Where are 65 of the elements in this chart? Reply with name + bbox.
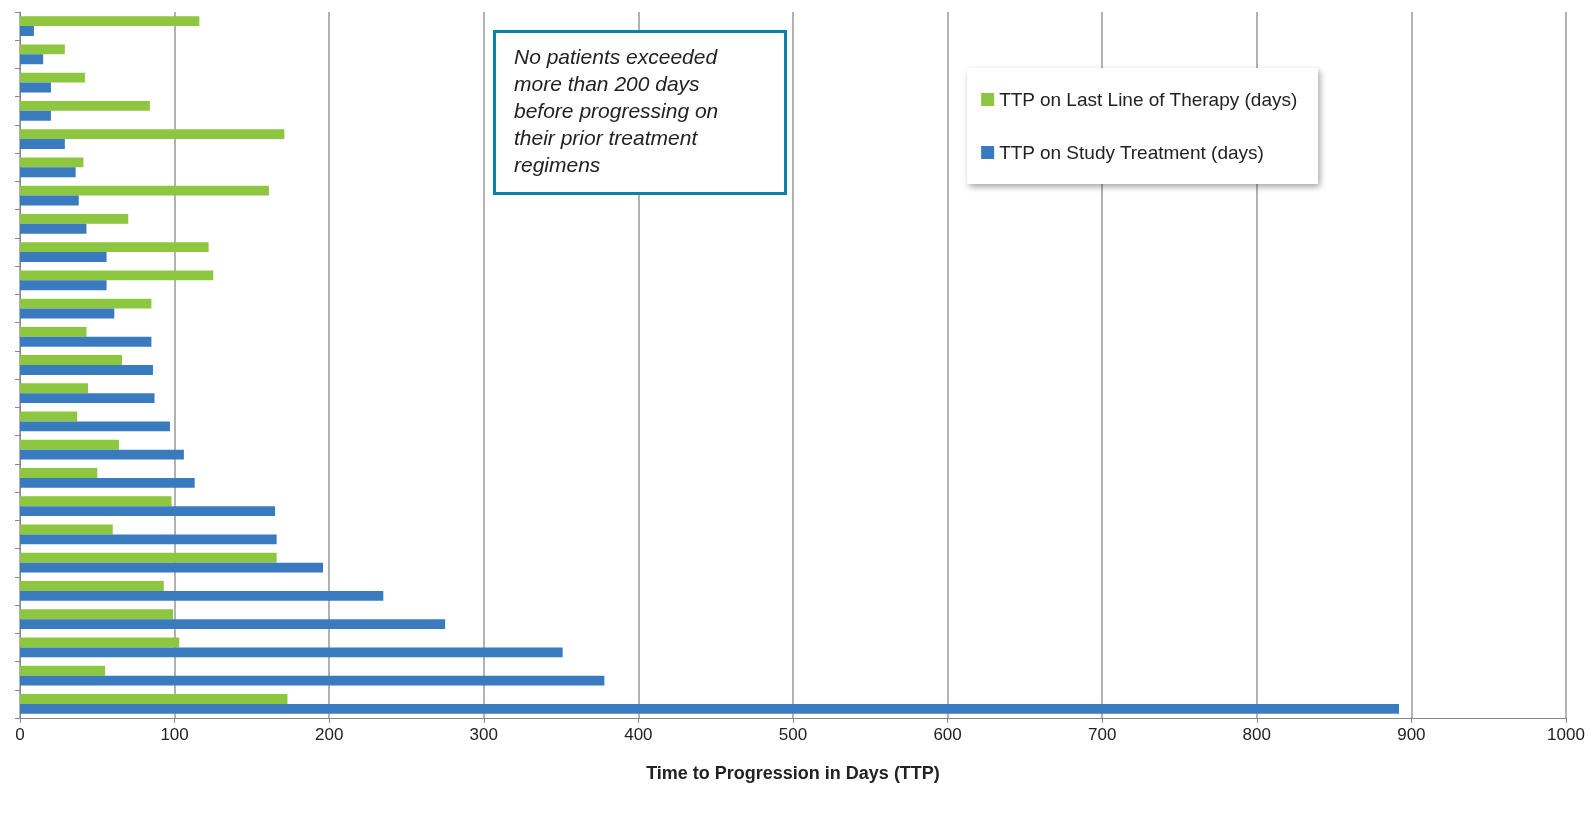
bar bbox=[20, 449, 184, 460]
bar bbox=[20, 213, 129, 224]
bar bbox=[20, 383, 89, 394]
bar bbox=[20, 609, 174, 620]
bar bbox=[20, 129, 285, 140]
bar bbox=[20, 195, 79, 206]
bar bbox=[20, 468, 98, 478]
bar bbox=[20, 619, 446, 630]
bar bbox=[20, 336, 152, 347]
bar bbox=[20, 252, 107, 262]
bar bbox=[20, 223, 87, 234]
bar bbox=[20, 139, 65, 149]
bar bbox=[20, 477, 195, 488]
x-tick-label: 500 bbox=[778, 725, 808, 744]
bar bbox=[20, 581, 164, 591]
bar bbox=[20, 167, 76, 178]
bar bbox=[20, 355, 123, 365]
bar bbox=[20, 280, 107, 291]
bar bbox=[20, 365, 153, 375]
x-tick-label: 800 bbox=[1242, 725, 1271, 744]
bar bbox=[20, 562, 324, 573]
x-tick-label: 400 bbox=[624, 725, 653, 744]
bar bbox=[20, 439, 119, 450]
bar bbox=[20, 157, 84, 168]
bar bbox=[20, 496, 172, 507]
bar bbox=[20, 110, 51, 121]
bar bbox=[20, 185, 269, 196]
x-tick-label: 700 bbox=[1088, 725, 1117, 744]
x-tick-label: 1000 bbox=[1547, 725, 1585, 744]
bar bbox=[20, 82, 51, 93]
x-tick-label: 600 bbox=[933, 725, 962, 744]
bar bbox=[20, 393, 155, 404]
bar bbox=[20, 590, 384, 601]
bar bbox=[20, 647, 563, 658]
bar bbox=[20, 44, 65, 55]
bar bbox=[20, 524, 113, 535]
bar bbox=[20, 308, 115, 319]
legend-label: TTP on Study Treatment (days) bbox=[999, 142, 1264, 163]
bar bbox=[20, 270, 214, 281]
bar bbox=[20, 552, 277, 563]
bar bbox=[20, 675, 605, 686]
x-tick-label: 300 bbox=[469, 725, 498, 744]
bar bbox=[20, 411, 78, 422]
legend-label: TTP on Last Line of Therapy (days) bbox=[999, 89, 1298, 110]
bar bbox=[20, 16, 200, 27]
bar bbox=[20, 242, 209, 253]
x-axis-title: Time to Progression in Days (TTP) bbox=[646, 763, 940, 783]
bar bbox=[20, 100, 150, 111]
bar bbox=[20, 421, 170, 432]
x-tick-label: 100 bbox=[160, 725, 189, 744]
bar bbox=[20, 637, 180, 648]
bar bbox=[20, 534, 277, 545]
bar bbox=[20, 703, 1400, 714]
bar bbox=[20, 298, 152, 309]
bar bbox=[20, 506, 276, 517]
x-tick-label: 0 bbox=[15, 725, 25, 744]
bar bbox=[20, 694, 288, 704]
note-box: No patients exceeded more than 200 days before progressing on their prior treatment regimens bbox=[493, 30, 787, 195]
bar bbox=[20, 54, 44, 65]
bar bbox=[20, 72, 85, 83]
x-tick-label: 900 bbox=[1397, 725, 1426, 744]
bar bbox=[20, 665, 106, 676]
bar bbox=[20, 326, 87, 337]
bar bbox=[20, 26, 34, 36]
x-tick-label: 200 bbox=[315, 725, 344, 744]
